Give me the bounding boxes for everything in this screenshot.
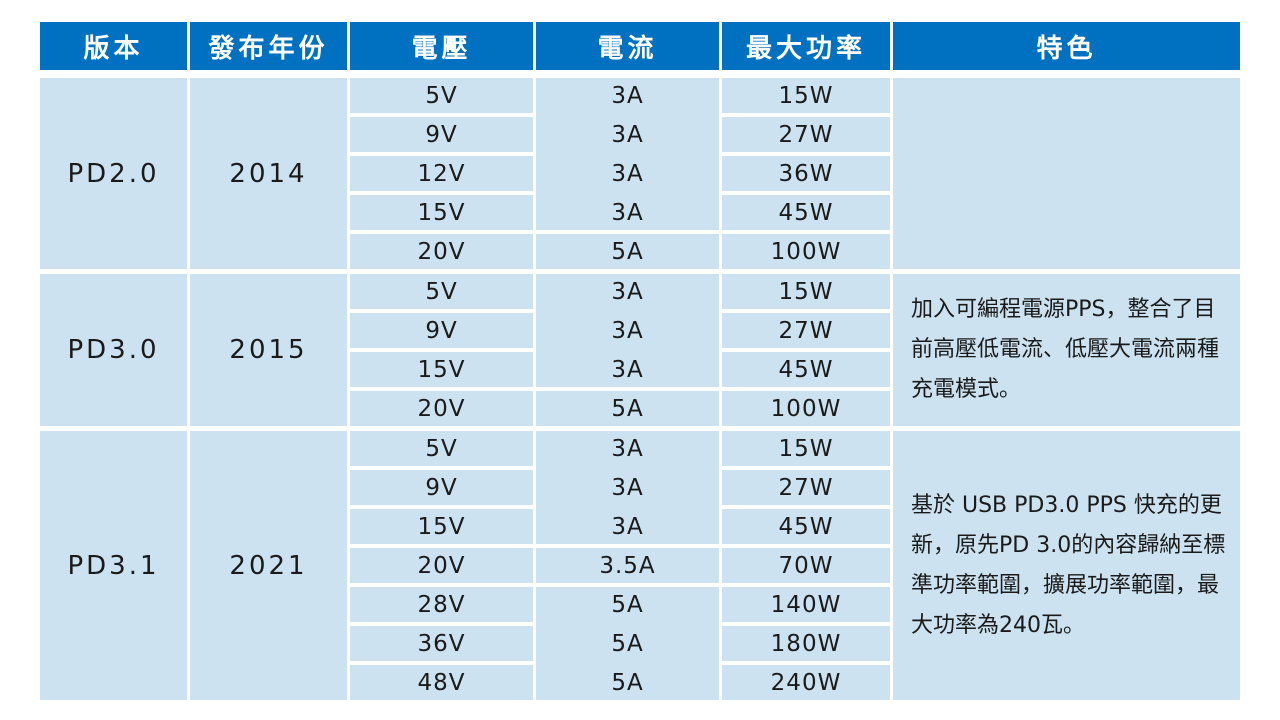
current-value: 3A — [611, 474, 644, 501]
voltage-cell: 5V — [350, 78, 533, 113]
current-value: 3.5A — [599, 552, 656, 579]
current-value: 3A — [611, 199, 644, 226]
year-cell: 2021 — [190, 431, 347, 700]
power-cell: 27W — [722, 313, 890, 348]
power-cell: 45W — [722, 509, 890, 544]
header-version: 版本 — [40, 22, 187, 70]
voltage-cell: 12V — [350, 156, 533, 191]
current-cell — [536, 234, 719, 269]
current-cell — [536, 78, 719, 230]
voltage-cell: 15V — [350, 195, 533, 230]
voltage-cell: 28V — [350, 587, 533, 622]
voltage-cell: 48V — [350, 665, 533, 700]
power-cell: 240W — [722, 665, 890, 700]
power-cell: 27W — [722, 470, 890, 505]
voltage-cell: 9V — [350, 117, 533, 152]
power-cell: 15W — [722, 274, 890, 309]
current-cell — [536, 274, 719, 387]
current-value: 5A — [611, 395, 644, 422]
feature-cell: 加入可編程電源PPS，整合了目前高壓低電流、低壓大電流兩種充電模式。 — [893, 274, 1240, 426]
power-cell: 140W — [722, 587, 890, 622]
version-cell: PD2.0 — [40, 78, 187, 269]
current-value: 3A — [611, 435, 644, 462]
header-current: 電流 — [536, 22, 719, 70]
voltage-cell: 15V — [350, 509, 533, 544]
power-cell: 15W — [722, 431, 890, 466]
current-value: 3A — [611, 82, 644, 109]
current-value: 5A — [611, 630, 644, 657]
voltage-cell: 9V — [350, 313, 533, 348]
voltage-cell: 5V — [350, 274, 533, 309]
power-cell: 36W — [722, 156, 890, 191]
power-cell: 45W — [722, 195, 890, 230]
power-cell: 70W — [722, 548, 890, 583]
power-cell: 100W — [722, 391, 890, 426]
current-value: 3A — [611, 356, 644, 383]
version-cell: PD3.0 — [40, 274, 187, 426]
voltage-cell: 20V — [350, 391, 533, 426]
current-cell — [536, 431, 719, 544]
header-feature: 特色 — [893, 22, 1240, 70]
version-cell: PD3.1 — [40, 431, 187, 700]
power-cell: 45W — [722, 352, 890, 387]
header-year: 發布年份 — [190, 22, 347, 70]
year-cell: 2014 — [190, 78, 347, 269]
current-value: 5A — [611, 238, 644, 265]
current-cell — [536, 587, 719, 700]
power-cell: 15W — [722, 78, 890, 113]
current-value: 3A — [611, 121, 644, 148]
power-cell: 27W — [722, 117, 890, 152]
current-value: 3A — [611, 160, 644, 187]
current-value: 3A — [611, 317, 644, 344]
current-cell — [536, 391, 719, 426]
header-power: 最大功率 — [722, 22, 890, 70]
current-value: 3A — [611, 513, 644, 540]
power-cell: 100W — [722, 234, 890, 269]
voltage-cell: 5V — [350, 431, 533, 466]
voltage-cell: 9V — [350, 470, 533, 505]
power-cell: 180W — [722, 626, 890, 661]
current-value: 5A — [611, 669, 644, 696]
voltage-cell: 20V — [350, 548, 533, 583]
current-cell — [536, 548, 719, 583]
current-value: 3A — [611, 278, 644, 305]
year-cell: 2015 — [190, 274, 347, 426]
current-value: 5A — [611, 591, 644, 618]
feature-cell: 基於 USB PD3.0 PPS 快充的更新，原先PD 3.0的內容歸納至標準功… — [893, 431, 1240, 700]
voltage-cell: 36V — [350, 626, 533, 661]
header-voltage: 電壓 — [350, 22, 533, 70]
feature-cell — [893, 78, 1240, 269]
voltage-cell: 20V — [350, 234, 533, 269]
voltage-cell: 15V — [350, 352, 533, 387]
